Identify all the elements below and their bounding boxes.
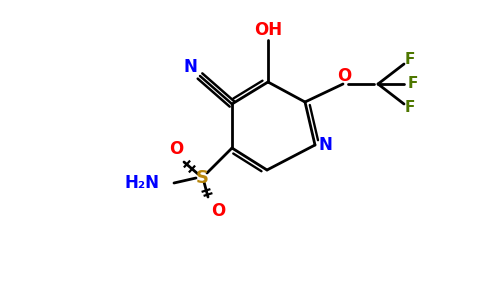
Text: OH: OH xyxy=(254,21,282,39)
Text: F: F xyxy=(405,100,415,116)
Text: O: O xyxy=(337,67,351,85)
Text: F: F xyxy=(405,52,415,68)
Text: S: S xyxy=(196,169,209,187)
Text: N: N xyxy=(183,58,197,76)
Text: N: N xyxy=(318,136,332,154)
Text: O: O xyxy=(211,202,225,220)
Text: H₂N: H₂N xyxy=(125,174,160,192)
Text: O: O xyxy=(169,140,183,158)
Text: F: F xyxy=(408,76,418,92)
